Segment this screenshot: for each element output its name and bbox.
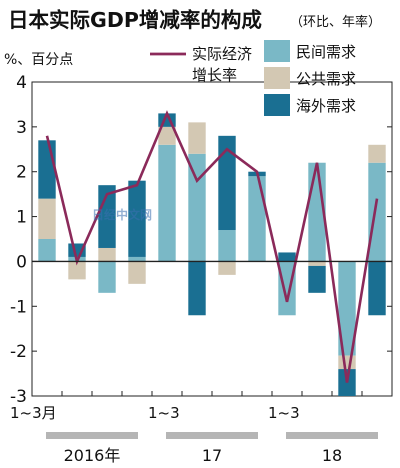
legend-label: 海外需求 — [296, 97, 356, 115]
bar-segment — [128, 261, 146, 284]
y-tick-label: -2 — [10, 342, 27, 362]
bar-segment — [368, 144, 386, 163]
axes: 4 3 2 1 0 -1 -2 -3 — [10, 73, 393, 407]
y-axis-label: %、百分点 — [4, 52, 73, 68]
y-tick-label: -1 — [10, 297, 27, 317]
bar-segment — [188, 122, 206, 154]
year-label: 17 — [202, 446, 222, 465]
bar-segment — [188, 153, 206, 262]
bar-segment — [308, 261, 326, 266]
bar-segment — [38, 239, 56, 262]
growth-line — [45, 110, 379, 383]
bar-segment — [218, 230, 236, 262]
bar-segment — [98, 261, 116, 293]
plot-frame — [31, 81, 393, 397]
growth-line-group — [45, 110, 379, 383]
legend-label: 公共需求 — [296, 70, 356, 88]
legend-line-label: 实际经济 — [192, 45, 252, 63]
x-tick-label: 1~3 — [268, 404, 300, 422]
bar-segment — [158, 126, 176, 145]
year-bar — [166, 432, 258, 439]
bar-segment — [38, 198, 56, 239]
year-bar — [286, 432, 378, 439]
bar-segment — [158, 144, 176, 262]
y-tick-label: 0 — [16, 252, 27, 272]
watermark: 日经中文网 — [92, 207, 152, 222]
bar-segment — [128, 256, 146, 262]
year-label: 18 — [322, 446, 342, 465]
bar-segment — [68, 261, 86, 280]
bar-segment — [218, 135, 236, 231]
bar-segment — [368, 162, 386, 262]
bar-segment — [188, 261, 206, 316]
y-tick-label: 2 — [16, 163, 27, 183]
bar-segment — [38, 140, 56, 199]
y-tick-label: 4 — [16, 73, 27, 93]
bar-segment — [368, 261, 386, 316]
chart-subtitle: （环比、年率） — [290, 14, 381, 30]
bar-segment — [248, 176, 266, 262]
bar-group — [38, 113, 386, 396]
bar-segment — [278, 252, 296, 262]
x-tick-label: 1~3月 — [10, 404, 57, 422]
plot-area — [31, 81, 393, 397]
y-tick-label: 3 — [16, 118, 27, 138]
y-tick-label: 1 — [16, 208, 27, 228]
bar-segment — [98, 247, 116, 262]
year-bar — [46, 432, 138, 439]
legend-line-label: 增长率 — [192, 66, 237, 84]
bar-segment — [338, 355, 356, 370]
bar-segment — [218, 261, 236, 275]
year-label: 2016年 — [64, 446, 121, 465]
bar-segment — [278, 261, 296, 316]
legend-label: 民间需求 — [296, 43, 356, 61]
bar-segment — [338, 261, 356, 356]
legend-swatch — [264, 67, 290, 89]
x-axis-labels: 1~3月 1~3 1~3 2016年 17 18 — [10, 404, 378, 465]
bar-segment — [308, 265, 326, 293]
legend-swatch — [264, 94, 290, 116]
y-tick-label: -3 — [10, 387, 27, 407]
x-tick-label: 1~3 — [148, 404, 180, 422]
legend-swatch — [264, 40, 290, 62]
bar-segment — [128, 180, 146, 257]
chart-title: 日本实际GDP增减率的构成 — [8, 8, 262, 32]
